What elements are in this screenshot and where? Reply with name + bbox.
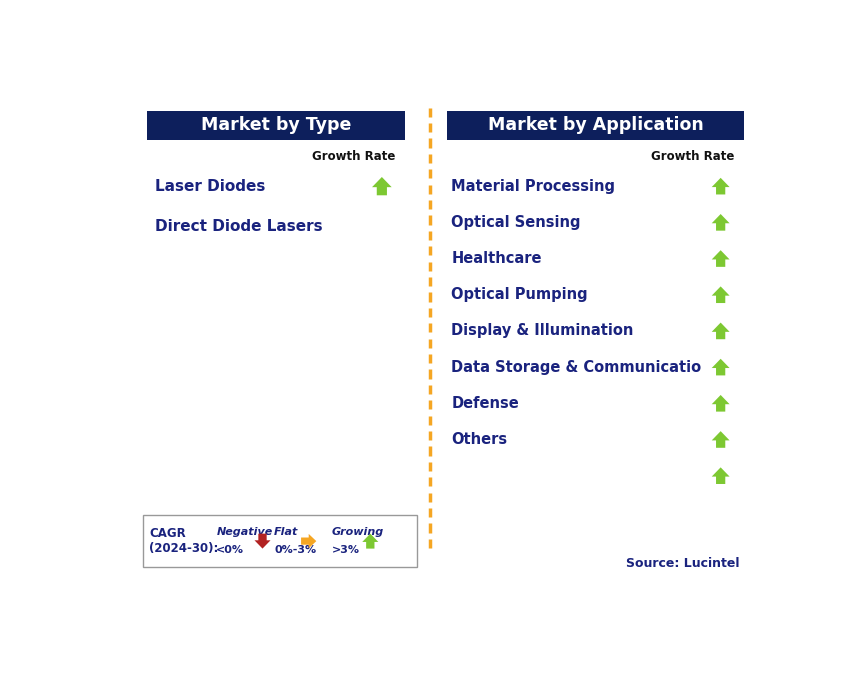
Text: Laser Diodes: Laser Diodes — [155, 179, 265, 194]
Text: >3%: >3% — [332, 545, 360, 556]
Polygon shape — [711, 467, 729, 484]
Polygon shape — [711, 323, 729, 339]
Polygon shape — [254, 534, 271, 549]
Polygon shape — [711, 431, 729, 448]
Text: Growth Rate: Growth Rate — [651, 151, 734, 164]
Polygon shape — [711, 395, 729, 412]
Text: (2024-30):: (2024-30): — [149, 543, 219, 556]
Text: Others: Others — [451, 432, 507, 447]
Polygon shape — [711, 286, 729, 303]
Text: Growth Rate: Growth Rate — [312, 151, 396, 164]
Text: Optical Pumping: Optical Pumping — [451, 287, 588, 302]
Polygon shape — [711, 250, 729, 267]
FancyBboxPatch shape — [448, 111, 744, 140]
Polygon shape — [372, 177, 391, 195]
FancyBboxPatch shape — [143, 515, 416, 567]
Text: CAGR: CAGR — [149, 527, 186, 540]
Text: Direct Diode Lasers: Direct Diode Lasers — [155, 219, 323, 234]
Text: Healthcare: Healthcare — [451, 251, 541, 266]
Text: Negative: Negative — [216, 527, 272, 537]
Text: <0%: <0% — [216, 545, 244, 556]
Polygon shape — [711, 359, 729, 375]
Polygon shape — [711, 214, 729, 231]
Text: Market by Application: Market by Application — [488, 116, 704, 134]
Text: Source: Lucintel: Source: Lucintel — [626, 557, 740, 570]
Text: Flat: Flat — [274, 527, 299, 537]
Text: Data Storage & Communicatio: Data Storage & Communicatio — [451, 360, 701, 375]
Text: Growing: Growing — [332, 527, 384, 537]
Text: 0%-3%: 0%-3% — [274, 545, 317, 556]
FancyBboxPatch shape — [147, 111, 405, 140]
Text: Defense: Defense — [451, 396, 519, 411]
Text: Material Processing: Material Processing — [451, 179, 615, 194]
Polygon shape — [711, 178, 729, 195]
Text: Market by Type: Market by Type — [201, 116, 351, 134]
Polygon shape — [363, 534, 379, 549]
Text: Optical Sensing: Optical Sensing — [451, 215, 580, 230]
Polygon shape — [301, 534, 317, 548]
Text: Display & Illumination: Display & Illumination — [451, 323, 633, 338]
